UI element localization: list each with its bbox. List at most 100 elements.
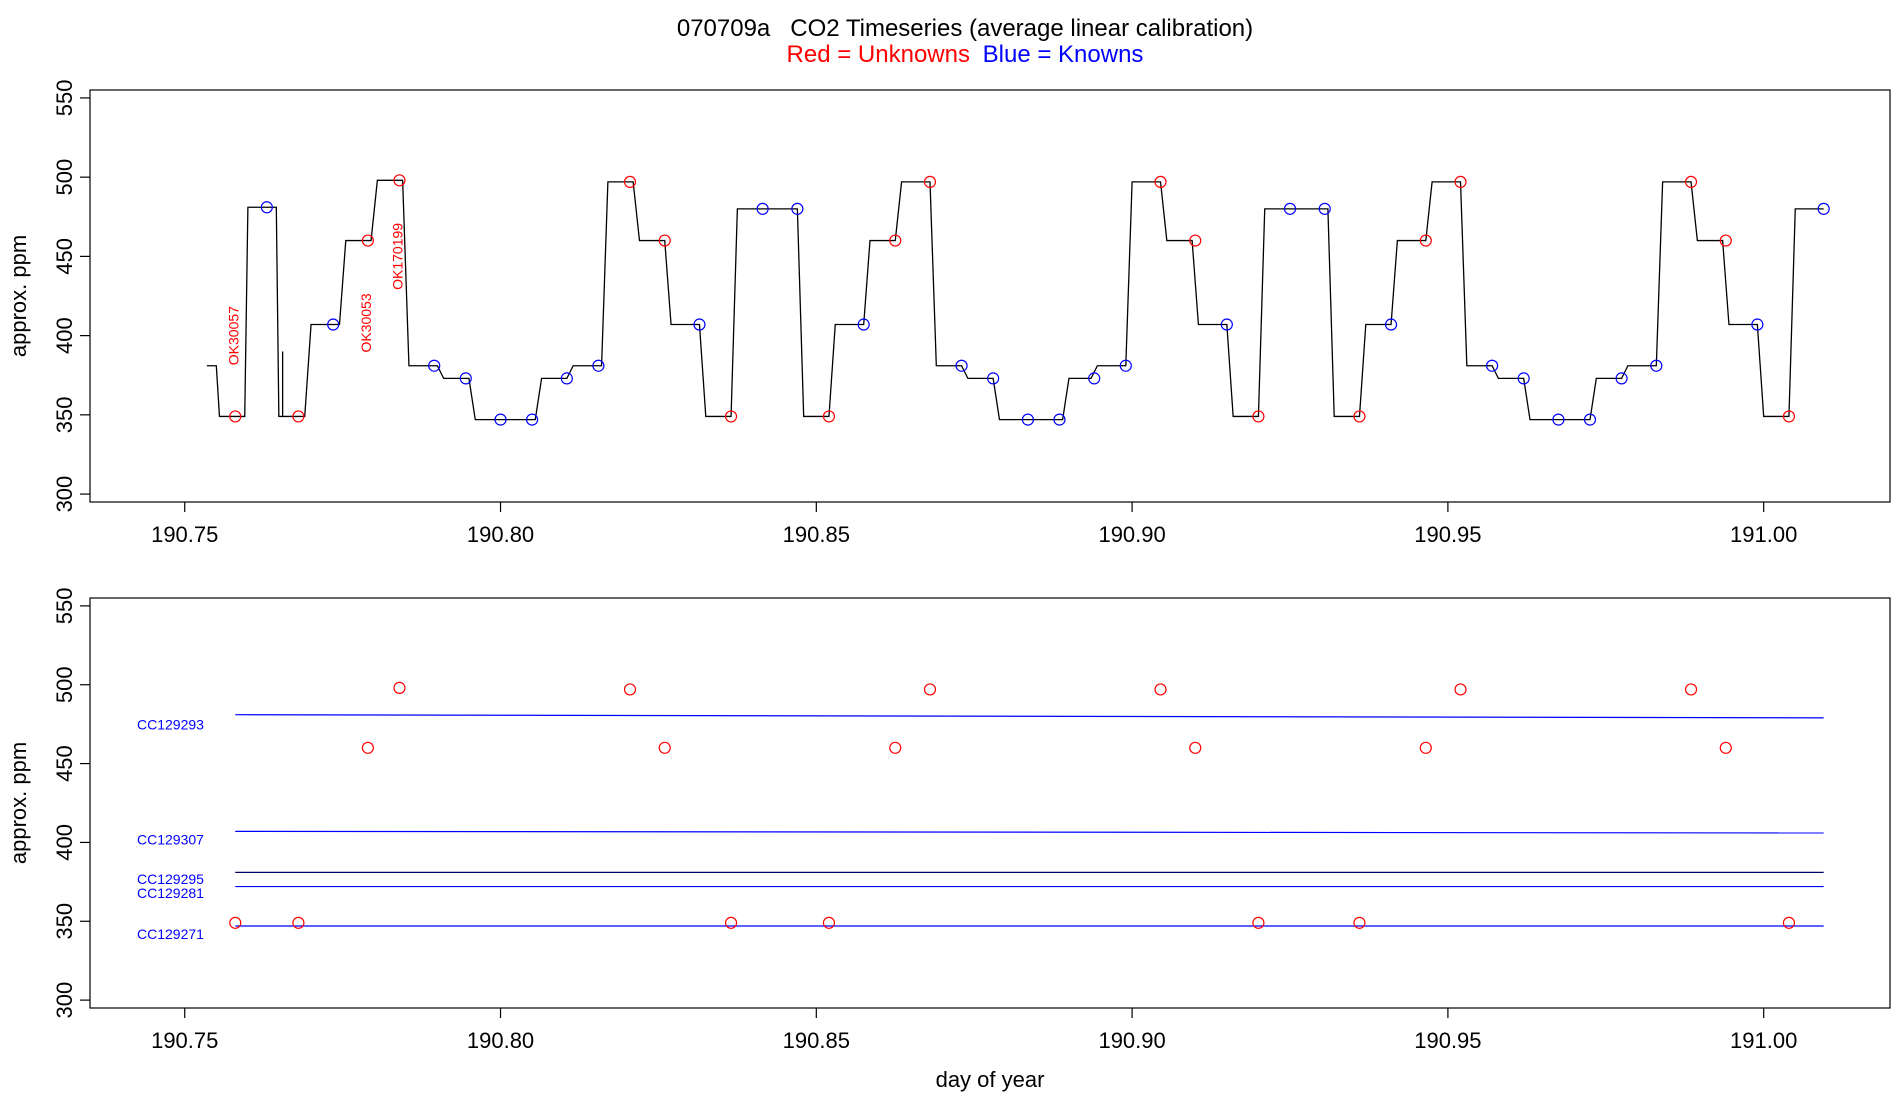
y-tick-label: 300 (52, 476, 77, 513)
y-tick-label: 300 (52, 982, 77, 1019)
bottom-panel: 190.75 190.80 190.85 190.90 190.95 191.00 300 3… (6, 588, 1891, 1092)
unknown-point (1684, 683, 1698, 696)
top-panel: 190.75 190.80 190.85 190.90 190.95 191.00 300 3… (6, 80, 1891, 547)
y-tick-label: 400 (52, 824, 77, 861)
unknown-point (1252, 410, 1265, 423)
unknown-point (1719, 234, 1732, 247)
x-tick-label: 190.85 (783, 522, 850, 547)
known-point (987, 372, 1000, 385)
known-point (1119, 359, 1132, 372)
x-tick-label: 190.95 (1414, 522, 1481, 547)
unknown-point (229, 916, 242, 929)
known-point (1283, 202, 1297, 215)
unknown-point (1454, 175, 1467, 189)
x-tick-label: 191.00 (1730, 522, 1797, 547)
chart-subtitle: Red = Unknowns Blue = Knowns (787, 41, 1144, 68)
unknown-point (623, 683, 637, 696)
plot-frame (89, 89, 1891, 503)
x-tick-label: 190.80 (467, 522, 534, 547)
known-point (327, 318, 340, 331)
known-point (1053, 413, 1066, 426)
reference-line-label: CC129293 (137, 716, 204, 732)
unknown-point (623, 175, 637, 189)
unknown-point (1353, 916, 1366, 929)
sample-annotation: OK30053 (358, 293, 374, 352)
y-tick-label: 500 (52, 666, 77, 703)
known-point (1517, 372, 1530, 385)
y-tick-label: 450 (52, 238, 77, 275)
known-point (1021, 413, 1034, 426)
unknown-point (229, 410, 242, 423)
x-tick-label: 190.90 (1098, 522, 1165, 547)
unknown-point (1782, 410, 1796, 423)
known-point (1486, 359, 1499, 372)
reference-line-label: CC129281 (137, 885, 204, 901)
y-tick-label: 450 (52, 745, 77, 782)
known-point (955, 359, 968, 372)
unknown-point (1782, 916, 1796, 929)
reference-line (235, 714, 1824, 719)
x-tick-label: 191.00 (1730, 1028, 1797, 1053)
unknown-point (1684, 175, 1698, 189)
known-point (1318, 202, 1331, 215)
y-tick-label: 550 (52, 588, 77, 625)
x-tick-label: 190.80 (467, 1028, 534, 1053)
unknown-point (393, 681, 406, 694)
unknown-point (923, 683, 937, 696)
known-point (560, 372, 573, 385)
y-tick-label: 550 (52, 80, 77, 117)
unknown-point (923, 175, 937, 189)
x-tick-label: 190.90 (1098, 1028, 1165, 1053)
x-tick-label: 190.95 (1414, 1028, 1481, 1053)
reference-line-label: CC129295 (137, 871, 204, 887)
known-point (494, 413, 507, 426)
unknown-point (1419, 234, 1432, 247)
unknown-point (361, 741, 374, 754)
known-point (1615, 372, 1628, 385)
y-tick-label: 400 (52, 317, 77, 354)
known-point (1817, 202, 1830, 215)
unknown-point (361, 234, 374, 247)
y-axis-label: approx. ppm (6, 235, 31, 357)
unknown-point (1154, 175, 1167, 189)
unknown-point (1154, 683, 1167, 696)
unknown-point (292, 410, 305, 423)
unknown-point (1353, 410, 1366, 423)
unknown-point (1454, 683, 1467, 696)
known-point (1583, 413, 1597, 426)
known-point (428, 359, 441, 372)
unknown-point (724, 916, 738, 929)
known-point (1220, 318, 1233, 331)
y-tick-label: 350 (52, 396, 77, 433)
reference-line-label: CC129307 (137, 832, 204, 848)
known-point (756, 202, 769, 215)
known-point (1650, 359, 1663, 372)
unknown-point (1189, 741, 1202, 754)
known-point (592, 359, 605, 372)
reference-line (235, 830, 1824, 834)
known-point (526, 413, 539, 426)
subtitle-blue-legend: Blue = Knowns (983, 41, 1144, 68)
unknown-point (1252, 916, 1265, 929)
x-axis-label: day of year (936, 1067, 1045, 1092)
y-tick-label: 350 (52, 903, 77, 940)
unknown-point (658, 234, 671, 247)
subtitle-red-legend: Red = Unknowns (787, 41, 970, 68)
x-tick-label: 190.75 (151, 522, 218, 547)
unknown-point (889, 234, 902, 247)
known-point (260, 201, 273, 214)
unknown-point (393, 174, 406, 187)
known-point (857, 318, 870, 331)
timeseries-trace (206, 179, 1824, 421)
reference-line-label: CC129271 (137, 926, 204, 942)
known-point (791, 202, 804, 215)
unknown-point (822, 410, 836, 423)
x-tick-label: 190.85 (783, 1028, 850, 1053)
unknown-point (292, 916, 305, 929)
known-point (1384, 318, 1398, 331)
unknown-point (1719, 741, 1732, 754)
unknown-point (822, 916, 836, 929)
unknown-point (1419, 741, 1432, 754)
known-point (1751, 318, 1764, 331)
